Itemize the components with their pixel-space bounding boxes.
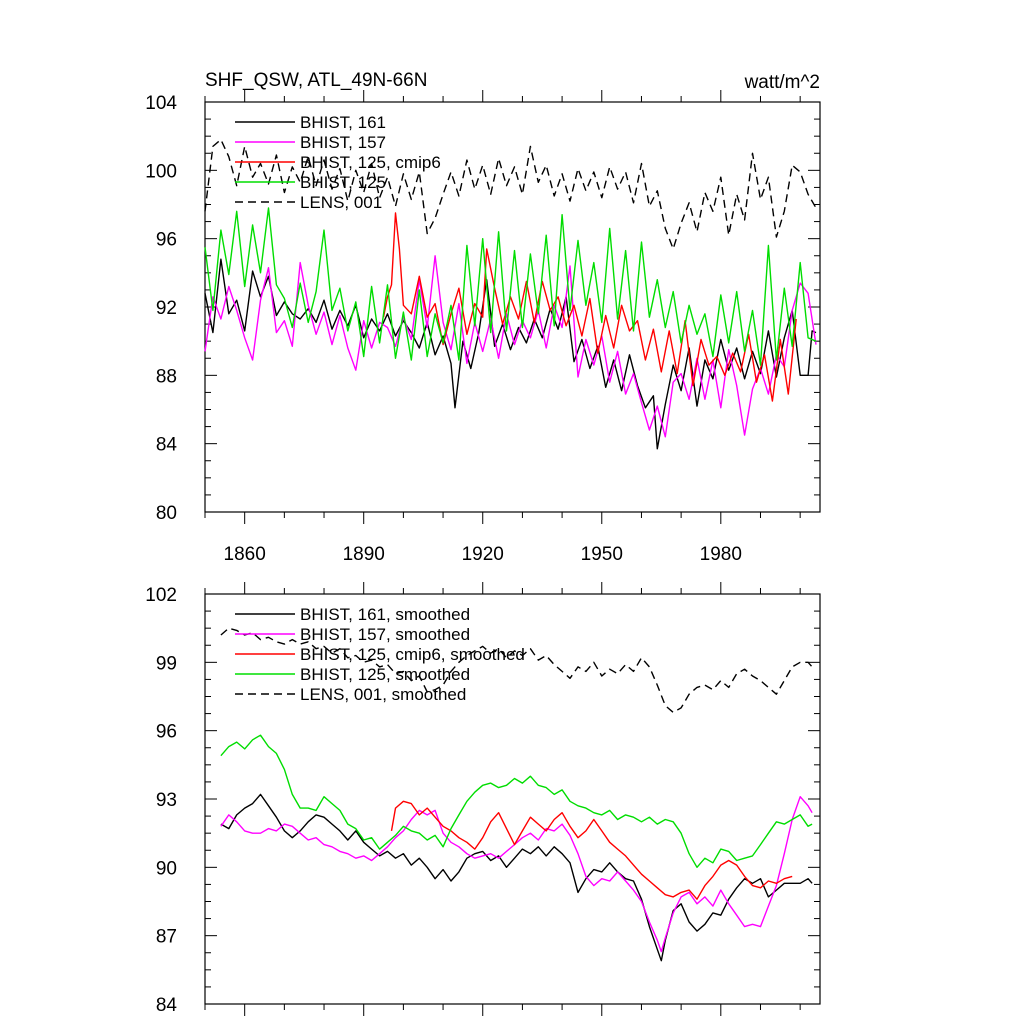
y-tick-label: 104 bbox=[145, 93, 177, 114]
top-panel: 80 84 88 92 96 100 104 1860 1890 1920 1950 1980 BHIS… bbox=[145, 90, 821, 565]
legend-label-0: BHIST, 161, smoothed bbox=[300, 605, 470, 624]
legend-label-2: BHIST, 125, cmip6 bbox=[300, 153, 441, 172]
y-tick-label: 93 bbox=[156, 790, 177, 811]
y-tick-label: 102 bbox=[145, 585, 177, 606]
series-line-4 bbox=[204, 138, 817, 250]
chart-title: SHF_QSW, ATL_49N-66N bbox=[205, 70, 427, 91]
legend-label-2: BHIST, 125, cmip6, smoothed bbox=[300, 645, 525, 664]
y-tick-label: 96 bbox=[156, 230, 177, 251]
series-line-2 bbox=[390, 800, 793, 900]
series-line-3 bbox=[220, 734, 813, 868]
y-tick-label: 80 bbox=[156, 503, 177, 524]
legend-label-1: BHIST, 157, smoothed bbox=[300, 625, 470, 644]
legend-label-1: BHIST, 157 bbox=[300, 133, 386, 152]
y-tick-label: 87 bbox=[156, 927, 177, 948]
y-tick-label: 96 bbox=[156, 722, 177, 743]
series-line-3 bbox=[204, 207, 817, 366]
plot-frame bbox=[204, 101, 821, 513]
y-tick-label: 84 bbox=[156, 995, 178, 1016]
y-tick-label: 88 bbox=[156, 366, 177, 387]
series-line-1 bbox=[204, 255, 817, 438]
legend-label-4: LENS, 001 bbox=[300, 193, 382, 212]
x-tick-label: 1860 bbox=[224, 544, 266, 565]
series-line-2 bbox=[382, 212, 797, 402]
y-tick-label: 92 bbox=[156, 298, 177, 319]
legend-label-3: BHIST, 125, smoothed bbox=[300, 665, 470, 684]
y-tick-label: 100 bbox=[145, 161, 177, 182]
series-line-1 bbox=[220, 796, 813, 953]
legend-label-3: BHIST, 125 bbox=[300, 173, 386, 192]
legend-label-4: LENS, 001, smoothed bbox=[300, 685, 466, 704]
x-tick-label: 1920 bbox=[462, 544, 504, 565]
series-line-0 bbox=[220, 793, 813, 962]
y-tick-label: 90 bbox=[156, 858, 177, 879]
units-label: watt/m^2 bbox=[744, 72, 820, 93]
legend-label-0: BHIST, 161 bbox=[300, 113, 386, 132]
series-line-4 bbox=[220, 627, 813, 714]
x-tick-label: 1980 bbox=[700, 544, 742, 565]
y-tick-label: 99 bbox=[156, 653, 177, 674]
y-tick-label: 84 bbox=[156, 435, 178, 456]
x-tick-label: 1950 bbox=[581, 544, 623, 565]
x-tick-label: 1890 bbox=[343, 544, 385, 565]
